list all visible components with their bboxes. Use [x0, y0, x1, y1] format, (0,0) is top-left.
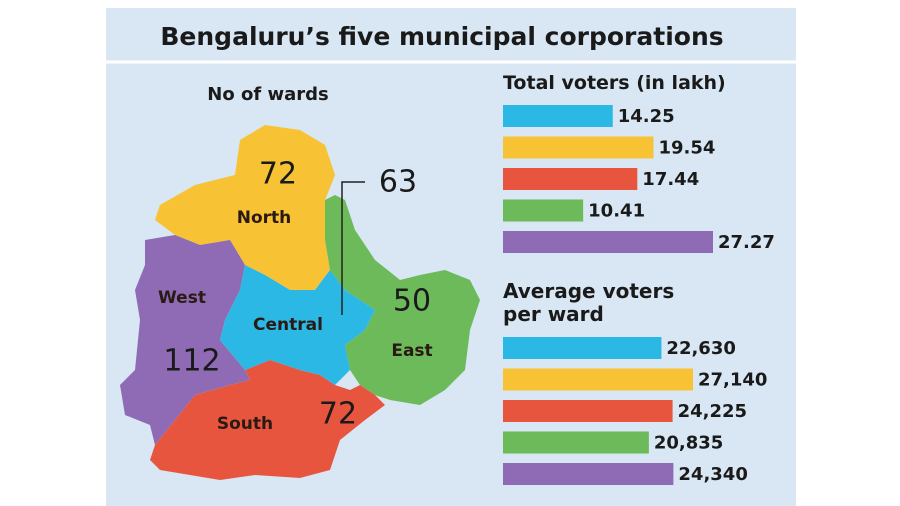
bar [503, 136, 654, 159]
title: Bengaluru’s five municipal corporations [160, 22, 723, 51]
ward-count: 63 [379, 165, 417, 200]
region-name: East [391, 341, 432, 361]
region-south [150, 360, 385, 480]
region-north [155, 125, 335, 290]
region-name: Central [253, 315, 323, 335]
bar [503, 337, 662, 359]
bar [503, 400, 673, 422]
value-label: 27.27 [718, 232, 775, 253]
value-label: 27,140 [698, 370, 767, 391]
bar [503, 368, 693, 391]
map-title: No of wards [207, 84, 328, 105]
region-name: West [158, 288, 206, 308]
bar [503, 463, 674, 485]
value-label: 24,340 [678, 464, 747, 485]
value-label: 19.54 [658, 138, 715, 159]
bar [503, 431, 649, 454]
bar [503, 199, 584, 222]
leader-line [341, 181, 365, 315]
bar [503, 105, 613, 127]
bar [503, 168, 638, 190]
value-label: 20,835 [654, 433, 723, 454]
ward-count: 72 [259, 157, 297, 192]
region-name: South [217, 414, 273, 434]
value-label: 17.44 [642, 169, 699, 190]
ward-count: 50 [393, 284, 431, 319]
region-west [120, 235, 250, 445]
chart-title: Average voters per ward [503, 279, 675, 326]
bar [503, 231, 713, 253]
region-central [220, 265, 375, 385]
ward-count: 112 [163, 344, 220, 379]
ward-count: 72 [319, 397, 357, 432]
region-east [325, 195, 480, 405]
value-label: 14.25 [618, 106, 675, 127]
chart-title: Total voters (in lakh) [503, 72, 726, 94]
value-label: 24,225 [678, 401, 747, 422]
value-label: 22,630 [666, 338, 735, 359]
region-name: North [237, 208, 292, 228]
value-label: 10.41 [588, 201, 645, 222]
